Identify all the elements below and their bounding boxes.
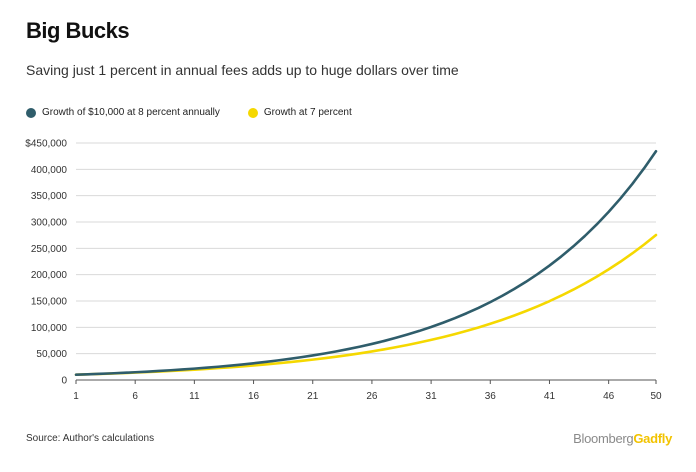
- source-note: Source: Author's calculations: [26, 433, 155, 444]
- y-tick-label: 300,000: [31, 218, 68, 229]
- x-tick-label: 16: [248, 391, 260, 402]
- x-tick-label: 1: [73, 391, 79, 402]
- legend-label-7-percent: Growth at 7 percent: [263, 107, 352, 118]
- y-tick-label: 400,000: [31, 165, 68, 176]
- brand-logo: BloombergGadfly: [573, 431, 672, 446]
- y-tick-label: 50,000: [36, 349, 67, 360]
- y-tick-label: 250,000: [31, 244, 68, 255]
- brand-bloomberg: Bloomberg: [573, 431, 634, 446]
- x-tick-label: 11: [189, 391, 200, 402]
- x-tick-label: 36: [485, 391, 497, 402]
- x-tick-label: 26: [366, 391, 378, 402]
- x-tick-label: 21: [307, 391, 319, 402]
- y-tick-label: 100,000: [31, 323, 68, 334]
- legend-dot-8-percent: [26, 107, 36, 118]
- y-tick-label: 150,000: [31, 297, 68, 308]
- x-tick-label: 41: [544, 391, 556, 402]
- legend-item-7-percent: Growth at 7 percent: [247, 107, 352, 118]
- x-tick-label: 50: [650, 391, 662, 402]
- legend-dot-7-percent: [247, 107, 258, 118]
- legend-item-8-percent: Growth of $10,000 at 8 percent annually: [26, 107, 220, 118]
- y-tick-label: $450,000: [25, 139, 67, 150]
- y-tick-label: 350,000: [31, 191, 68, 202]
- x-tick-label: 46: [603, 391, 615, 402]
- x-tick-label: 6: [132, 391, 138, 402]
- chart-subtitle: Saving just 1 percent in annual fees add…: [26, 62, 459, 78]
- x-tick-label: 31: [426, 391, 438, 402]
- legend: Growth of $10,000 at 8 percent annually …: [26, 107, 380, 118]
- y-tick-label: 0: [61, 376, 67, 387]
- brand-gadfly: Gadfly: [633, 431, 672, 446]
- chart-title: Big Bucks: [26, 18, 130, 43]
- y-tick-label: 200,000: [31, 270, 68, 281]
- series-line-8-percent: [74, 149, 658, 377]
- legend-label-8-percent: Growth of $10,000 at 8 percent annually: [42, 107, 220, 118]
